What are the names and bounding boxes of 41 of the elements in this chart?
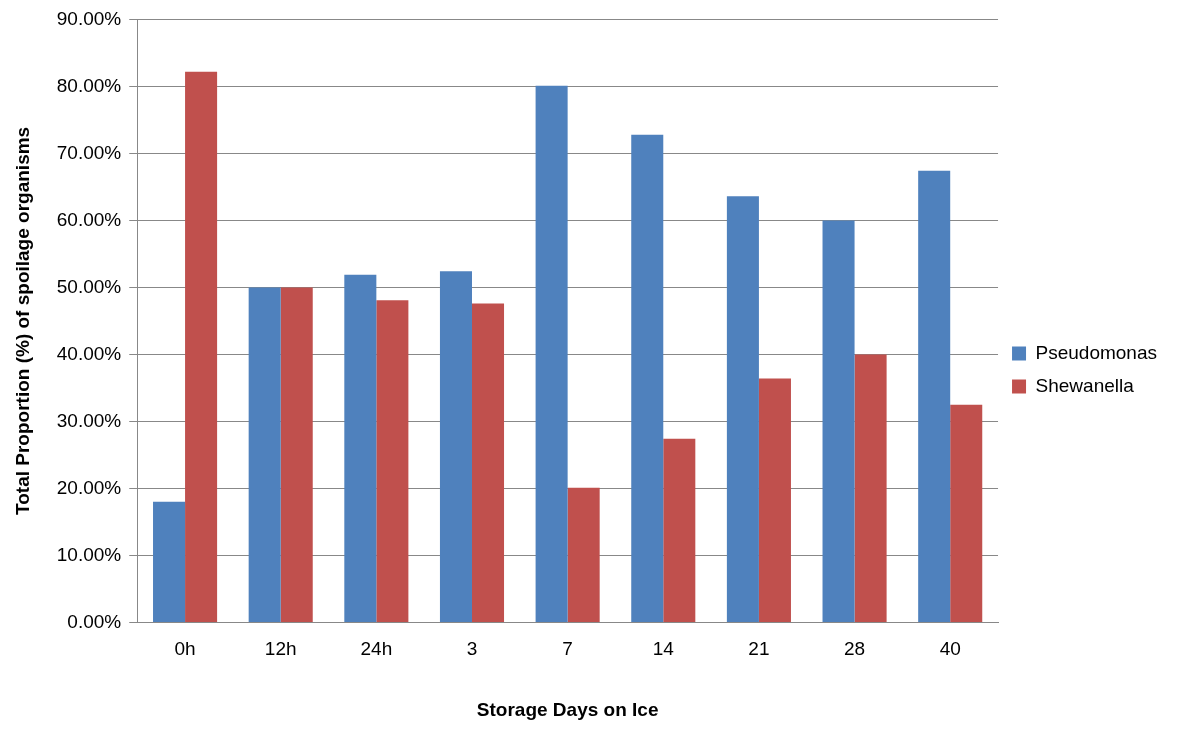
y-tick-label: 30.00% <box>56 409 122 431</box>
bar <box>376 300 409 622</box>
x-axis-title: Storage Days on Ice <box>476 698 659 720</box>
y-tick-label: 50.00% <box>56 275 122 297</box>
y-tick-label: 20.00% <box>56 476 122 498</box>
bar <box>153 501 186 622</box>
x-tick-label: 28 <box>844 638 866 660</box>
y-axis-title: Total Proportion (%) of spoilage organisms <box>11 126 33 515</box>
y-tick-label: 80.00% <box>56 74 122 96</box>
y-tick-label: 70.00% <box>56 141 122 163</box>
x-tick-label: 40 <box>939 638 961 660</box>
bar <box>535 85 568 622</box>
bar <box>471 303 505 622</box>
y-tick-label: 10.00% <box>56 543 122 565</box>
bar <box>185 71 218 622</box>
x-tick-label: 7 <box>562 638 573 660</box>
bar <box>631 134 664 622</box>
y-tick-label: 0.00% <box>67 610 122 632</box>
y-tick-label: 90.00% <box>56 7 122 29</box>
y-tick-label: 40.00% <box>56 342 122 364</box>
bar <box>726 196 759 622</box>
x-tick-label: 3 <box>466 638 478 660</box>
legend-label: Shewanella <box>1035 374 1135 396</box>
bar <box>344 274 377 622</box>
bar <box>758 378 791 622</box>
bar <box>248 287 281 622</box>
bar <box>918 170 951 622</box>
bar <box>854 354 887 622</box>
legend-label: Pseudomonas <box>1035 341 1157 363</box>
bar <box>663 438 696 622</box>
x-tick-label: 21 <box>748 638 770 660</box>
y-tick-label: 60.00% <box>56 208 122 230</box>
bar <box>822 220 855 622</box>
bar <box>439 271 472 622</box>
bar <box>280 287 313 622</box>
x-tick-label: 24h <box>360 638 393 660</box>
bar <box>950 404 983 622</box>
x-tick-label: 12h <box>264 638 297 660</box>
x-tick-label: 0h <box>174 638 196 660</box>
x-tick-label: 14 <box>652 638 675 660</box>
bar <box>567 487 600 622</box>
